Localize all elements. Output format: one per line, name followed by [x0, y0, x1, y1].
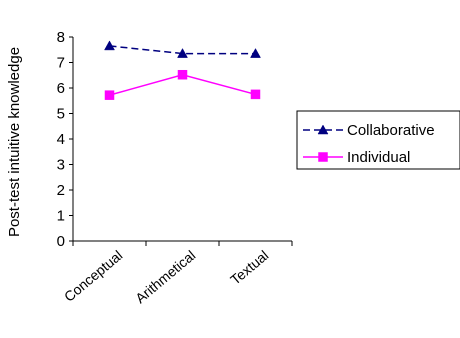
axes [72, 37, 292, 242]
legend-label: Individual [347, 149, 410, 166]
y-tick-label: 1 [57, 208, 65, 225]
data-point [177, 69, 188, 80]
axis-ticks: 0 1 2 3 4 5 6 7 8 Conceptual Arithmetical Textual [57, 29, 293, 306]
data-point [104, 40, 115, 51]
legend-marker [318, 152, 328, 162]
data-point [250, 89, 261, 100]
y-tick-label: 2 [57, 182, 65, 199]
data-point [250, 48, 261, 58]
series-line [109, 45, 256, 55]
y-tick-label: 6 [57, 80, 65, 97]
y-tick-label: 7 [57, 55, 65, 72]
series-individual [104, 69, 261, 100]
legend: Collaborative Individual [296, 110, 460, 170]
legend-marker [317, 124, 329, 135]
y-tick-label: 3 [57, 157, 65, 174]
series-collaborative [104, 40, 261, 58]
legend-label: Collaborative [347, 122, 435, 139]
y-tick-label: 5 [57, 106, 65, 123]
data-point [104, 90, 115, 100]
series-lines [104, 40, 261, 100]
x-tick-label: Arithmetical [132, 247, 198, 306]
data-point [177, 48, 188, 58]
y-tick-label: 4 [57, 131, 65, 148]
x-tick-label: Conceptual [61, 247, 126, 305]
y-axis-label: Post-test intuitive knowledge [6, 47, 23, 237]
y-tick-label: 8 [57, 29, 65, 46]
y-tick-label: 0 [57, 233, 65, 250]
x-tick-label: Textual [227, 247, 271, 288]
